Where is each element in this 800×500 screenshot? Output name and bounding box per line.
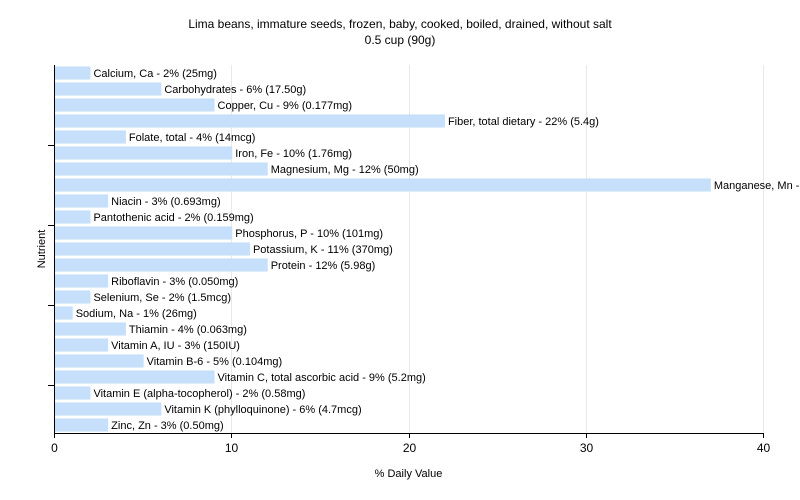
- bar: [55, 338, 109, 352]
- bar-label: Protein - 12% (5.98g): [271, 260, 376, 272]
- bar: [55, 386, 91, 400]
- bar: [55, 98, 215, 112]
- x-axis-title: % Daily Value: [375, 468, 443, 480]
- bar-label: Phosphorus, P - 10% (101mg): [235, 228, 383, 240]
- bar: [55, 290, 91, 304]
- bar: [55, 130, 126, 144]
- bar-label: Niacin - 3% (0.693mg): [111, 196, 220, 208]
- bar-label: Iron, Fe - 10% (1.76mg): [235, 148, 352, 160]
- bar-label: Potassium, K - 11% (370mg): [253, 244, 393, 256]
- bar: [55, 210, 91, 224]
- bar-label: Fiber, total dietary - 22% (5.4g): [448, 116, 599, 128]
- bar-label: Sodium, Na - 1% (26mg): [76, 308, 197, 320]
- bar: [55, 162, 268, 176]
- y-axis-title: Nutrient: [36, 230, 48, 269]
- bar-label: Folate, total - 4% (14mcg): [129, 132, 256, 144]
- bar-label: Vitamin C, total ascorbic acid - 9% (5.2…: [218, 372, 426, 384]
- bar-label: Zinc, Zn - 3% (0.50mg): [111, 420, 223, 432]
- bar: [55, 226, 233, 240]
- bar-label: Vitamin B-6 - 5% (0.104mg): [147, 356, 283, 368]
- bar: [55, 146, 233, 160]
- x-tick-label: 40: [757, 441, 771, 455]
- x-tick-label: 30: [580, 441, 594, 455]
- bar-label: Calcium, Ca - 2% (25mg): [93, 68, 216, 80]
- bar: [55, 402, 162, 416]
- bar-label: Vitamin K (phylloquinone) - 6% (4.7mcg): [164, 404, 361, 416]
- bar: [55, 306, 73, 320]
- x-tick-label: 0: [51, 441, 58, 455]
- bar: [55, 322, 126, 336]
- bar: [55, 178, 711, 192]
- bar: [55, 418, 109, 432]
- bar: [55, 66, 91, 80]
- bar-label: Vitamin A, IU - 3% (150IU): [111, 340, 240, 352]
- bar: [55, 354, 144, 368]
- bar-label: Selenium, Se - 2% (1.5mcg): [93, 292, 231, 304]
- chart-title: Lima beans, immature seeds, frozen, baby…: [188, 17, 612, 31]
- bar-label: Copper, Cu - 9% (0.177mg): [218, 100, 353, 112]
- bar-label: Carbohydrates - 6% (17.50g): [164, 84, 306, 96]
- bar-label: Riboflavin - 3% (0.050mg): [111, 276, 238, 288]
- bar: [55, 370, 215, 384]
- bar-label: Pantothenic acid - 2% (0.159mg): [93, 212, 253, 224]
- bar-label: Manganese, Mn - 37% (0.732mg): [714, 180, 800, 192]
- bar: [55, 194, 109, 208]
- x-tick-label: 20: [403, 441, 417, 455]
- chart-subtitle: 0.5 cup (90g): [364, 33, 436, 47]
- bar: [55, 274, 109, 288]
- bar: [55, 82, 162, 96]
- bar-label: Vitamin E (alpha-tocopherol) - 2% (0.58m…: [93, 388, 305, 400]
- bar-label: Magnesium, Mg - 12% (50mg): [271, 164, 419, 176]
- bar-label: Thiamin - 4% (0.063mg): [129, 324, 247, 336]
- bar: [55, 114, 445, 128]
- x-tick-label: 10: [225, 441, 239, 455]
- bar: [55, 242, 250, 256]
- bar: [55, 258, 268, 272]
